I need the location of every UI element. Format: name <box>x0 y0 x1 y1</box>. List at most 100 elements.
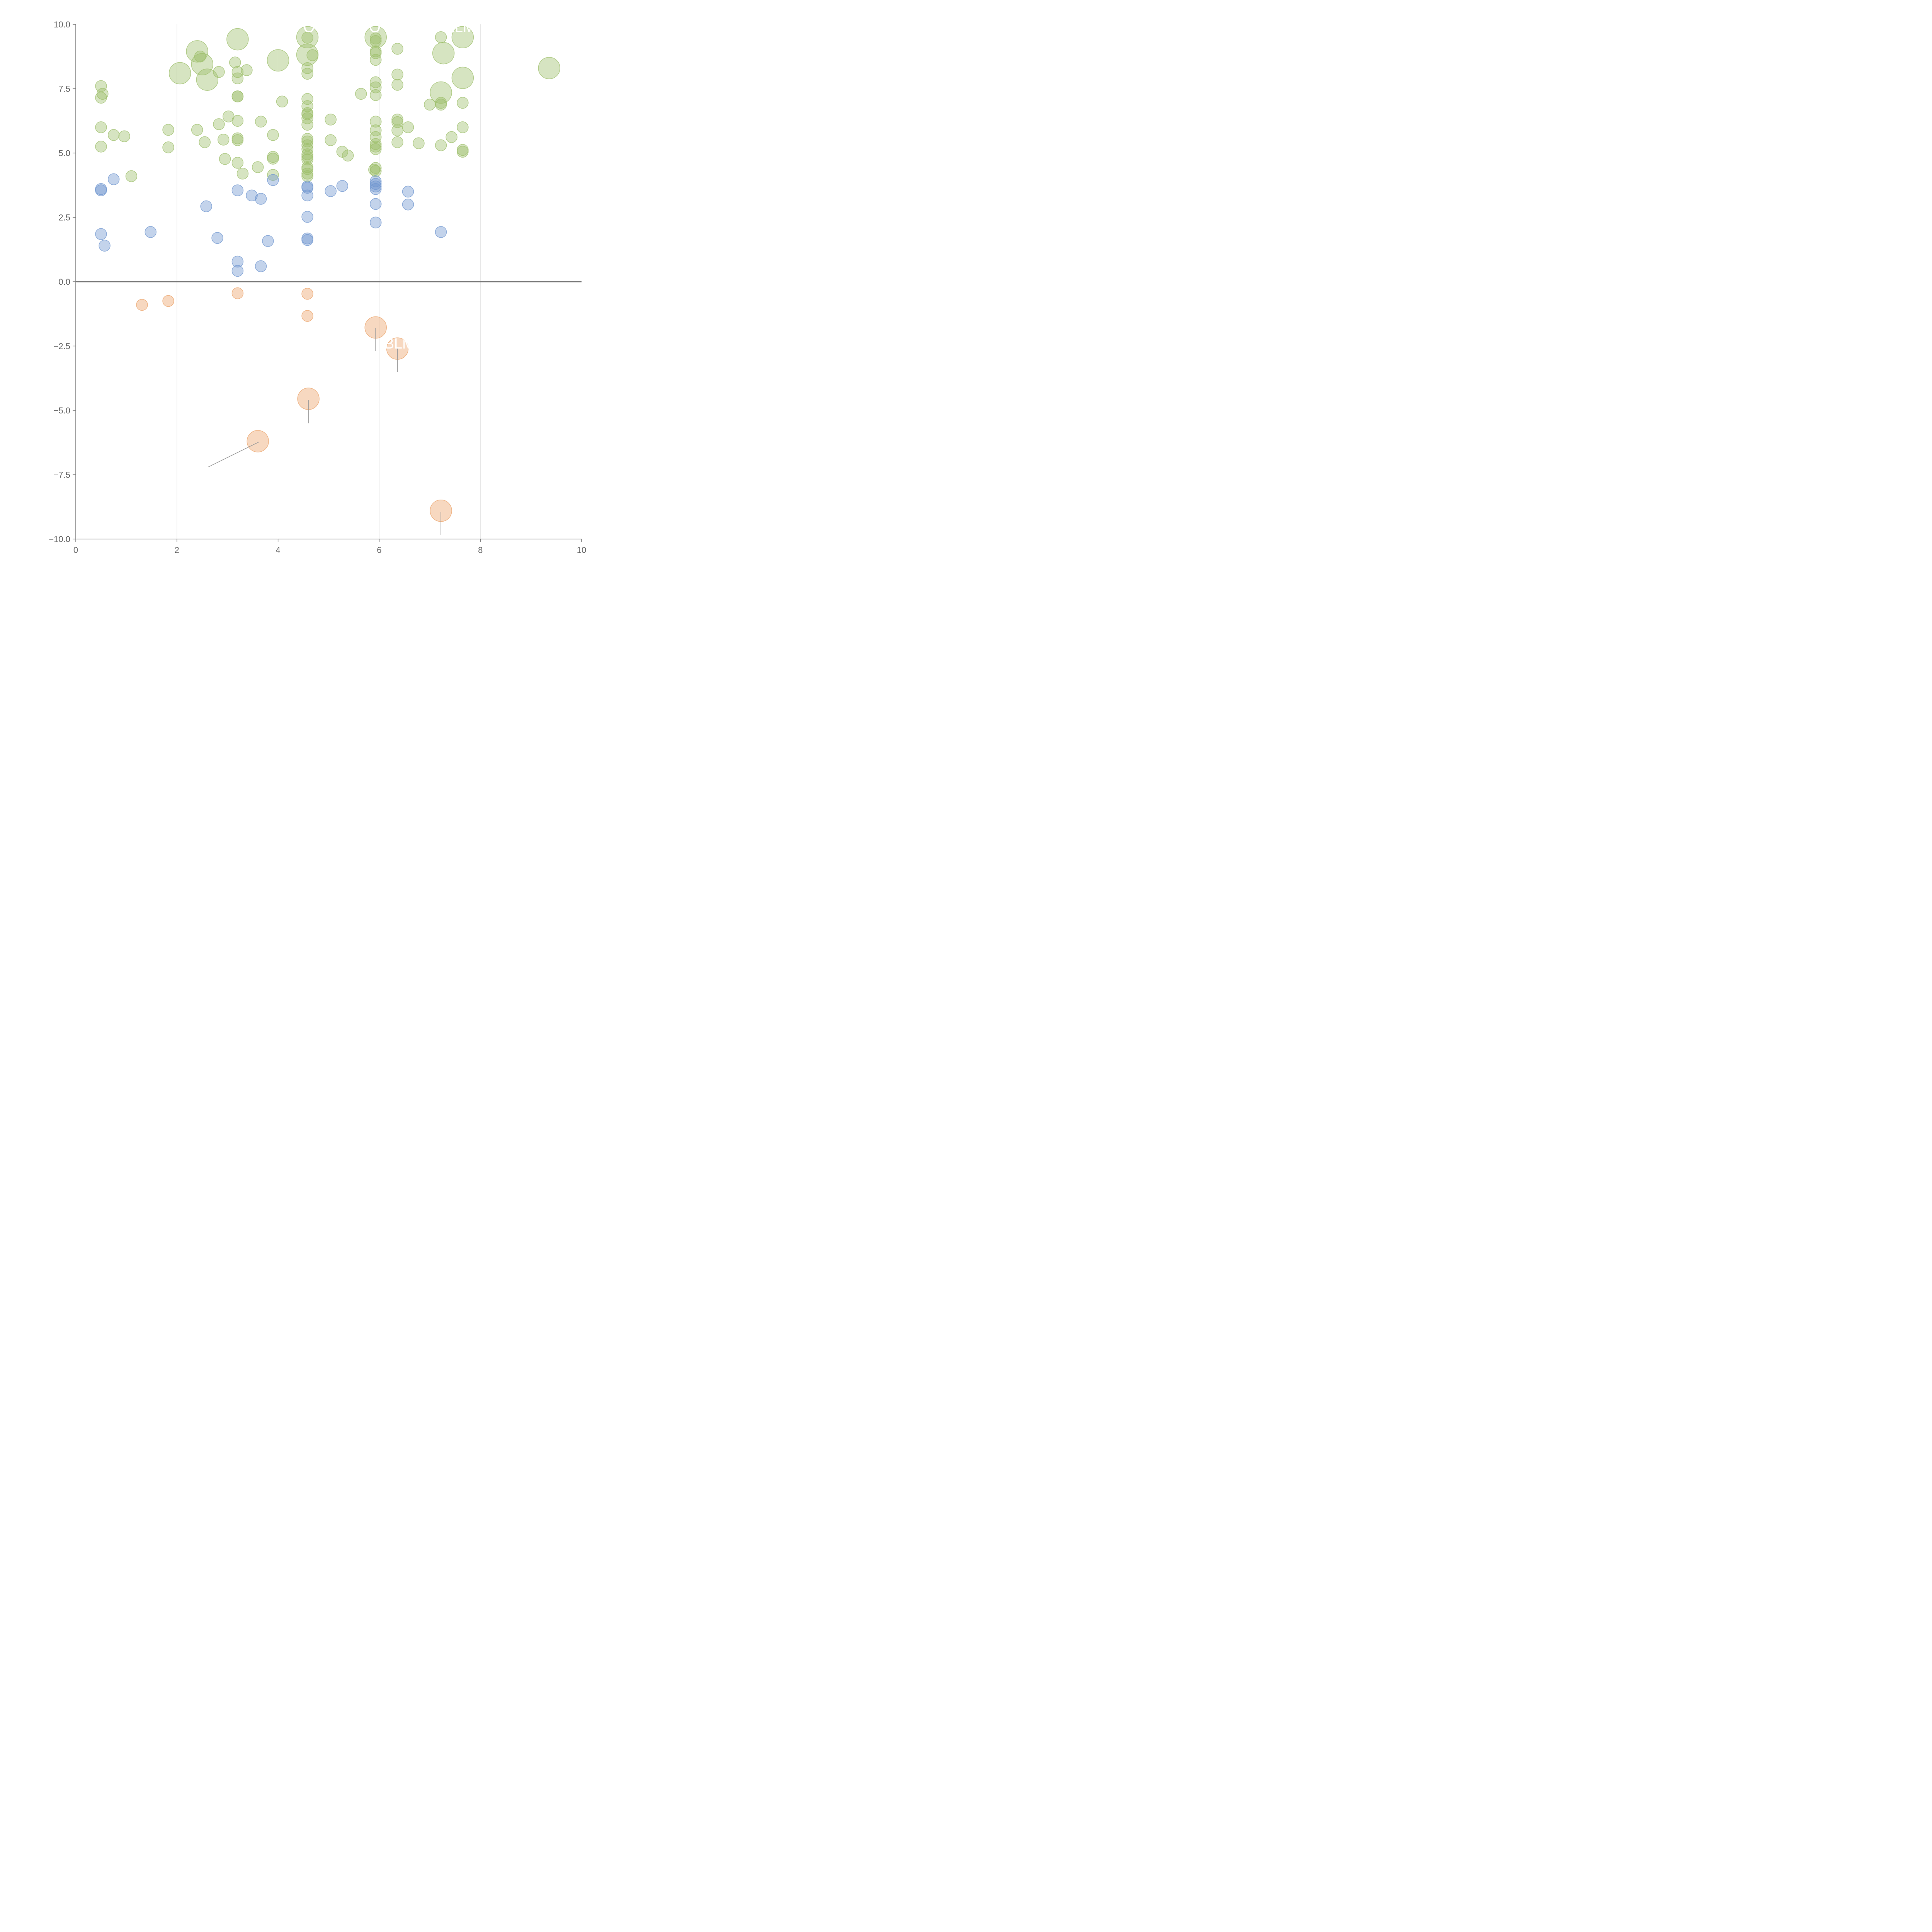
blue-bubble <box>255 260 267 272</box>
green-bubble <box>95 121 107 133</box>
green-bubble <box>236 168 249 180</box>
green-bubble <box>95 80 107 92</box>
green-bubble <box>413 137 425 149</box>
green-bubble <box>301 32 313 44</box>
blue-bubble <box>369 216 382 229</box>
y-tick-label: 10.0 <box>54 20 70 29</box>
blue-bubble <box>301 211 313 223</box>
x-tick-label: 4 <box>276 545 280 555</box>
blue-bubble <box>301 189 313 202</box>
y-tick-label: −7.5 <box>54 470 70 480</box>
blue-bubble <box>200 200 212 213</box>
blue-bubble <box>246 189 258 202</box>
blue-bubble <box>402 198 414 211</box>
green-bubble <box>369 131 382 143</box>
green-bubble <box>369 143 382 155</box>
leader-lines <box>208 328 441 536</box>
green-bubble <box>219 153 231 165</box>
y-tick-label: −5.0 <box>54 406 70 415</box>
orange-bubble <box>247 430 269 452</box>
green-bubble <box>369 76 382 88</box>
blue-bubble <box>255 193 267 205</box>
green-bubble <box>301 163 313 175</box>
green-bubble <box>231 115 244 127</box>
green-bubble <box>231 157 244 169</box>
blue-bubble <box>95 184 107 196</box>
green-bubble <box>162 124 174 136</box>
green-bubble <box>391 124 403 136</box>
x-tick-label: 10 <box>577 545 586 555</box>
blue-bubble <box>435 226 447 238</box>
green-bubble <box>301 151 313 163</box>
annotation-label: O <box>369 19 381 36</box>
green-bubble <box>241 64 253 76</box>
green-bubble <box>457 97 469 109</box>
green-bubble <box>229 56 241 68</box>
blue-bubble <box>262 235 274 247</box>
green-bubble <box>435 139 447 151</box>
blue-bubble <box>211 232 223 244</box>
green-bubble <box>213 66 225 78</box>
x-tick-label: 6 <box>377 545 381 555</box>
green-bubble <box>301 108 313 121</box>
green-bubble <box>199 136 211 148</box>
blue-bubble <box>231 255 244 268</box>
green-bubble <box>369 162 382 174</box>
green-bubble <box>391 114 403 126</box>
green-bubble <box>430 81 452 104</box>
axes <box>75 24 582 539</box>
green-bubble <box>451 26 474 49</box>
green-bubble <box>226 28 249 51</box>
green-bubble <box>191 53 213 75</box>
green-bubble <box>125 170 138 182</box>
green-bubble <box>538 57 560 79</box>
orange-bubble <box>231 287 244 299</box>
green-bubble <box>342 150 354 162</box>
green-bubble <box>231 90 244 102</box>
green-bubble <box>391 79 403 91</box>
blue-bubble <box>325 185 337 197</box>
green-bubble <box>369 141 382 153</box>
green-bubble <box>95 92 107 104</box>
green-bubble <box>267 169 279 181</box>
blue-bubble <box>336 180 349 192</box>
annotation-label: XLM <box>445 19 475 36</box>
orange-bubble <box>136 299 148 311</box>
y-tick-label: −2.5 <box>54 342 70 351</box>
green-bubble <box>301 100 313 112</box>
x-tick-label: 2 <box>175 545 179 555</box>
green-bubble <box>267 153 279 165</box>
green-bubble <box>296 26 319 49</box>
blue-bubble <box>301 234 313 246</box>
green-bubble <box>196 68 219 91</box>
blue-bubble <box>95 228 107 240</box>
green-bubble <box>191 124 203 136</box>
blue-bubble <box>145 226 156 238</box>
green-bubble <box>391 68 403 81</box>
annotation-label: O <box>303 19 315 36</box>
orange-bubble <box>301 310 313 322</box>
green-bubble <box>391 136 403 148</box>
blue-bubble <box>107 173 120 185</box>
blue-bubble <box>267 174 279 186</box>
green-bubble <box>369 124 382 136</box>
x-tick-label: 8 <box>478 545 483 555</box>
green-bubble <box>369 54 382 66</box>
green-bubble <box>391 116 403 128</box>
green-bubble <box>369 165 382 177</box>
green-bubble <box>217 134 230 146</box>
green-bubble <box>301 170 313 182</box>
green-bubble <box>355 88 367 100</box>
green-bubble <box>369 35 382 47</box>
green-bubble <box>435 99 447 111</box>
green-bubble <box>325 134 337 146</box>
orange-bubble <box>301 288 313 300</box>
green-bubble <box>391 43 403 55</box>
green-bubble <box>301 93 313 105</box>
green-bubble <box>402 121 414 133</box>
green-bubble <box>162 141 174 153</box>
leader-line <box>208 442 259 468</box>
x-tick-label: 0 <box>73 545 78 555</box>
y-tick-label: 2.5 <box>58 213 70 223</box>
orange-bubble <box>162 295 174 307</box>
